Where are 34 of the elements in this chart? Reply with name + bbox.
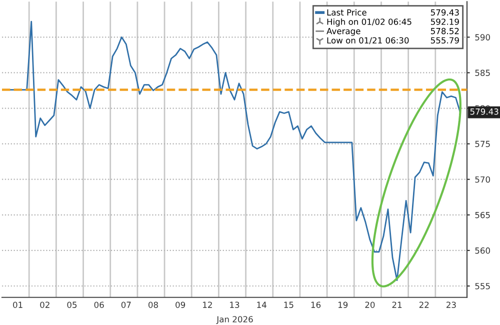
x-tick-label: 23	[446, 302, 456, 308]
legend-label: Last Price	[327, 9, 366, 16]
y-tick-label: 570	[475, 176, 490, 183]
annotation: 579.43	[430, 9, 459, 16]
annotation: High on 01/02 06:45	[327, 18, 412, 27]
y-tick-label: 555	[475, 283, 490, 290]
x-tick-label: 14	[257, 302, 266, 308]
text: Jan 2026	[216, 316, 253, 324]
x-tick-label: 07	[121, 302, 131, 308]
y-tick-label: 565	[475, 212, 490, 218]
y-tick-label: 585	[475, 70, 490, 76]
x-tick-label: 01	[13, 302, 22, 308]
x-tick-label: 09	[176, 302, 186, 308]
x-tick-label: 15	[284, 302, 294, 308]
annotation: Average	[326, 28, 360, 36]
x-tick-label: 16	[311, 302, 321, 308]
annotation: 578.52	[430, 28, 459, 34]
y-tick-label: 575	[475, 140, 490, 148]
annotation: 555.79	[430, 37, 459, 44]
x-tick-label: 20	[365, 302, 375, 308]
x-tick-label: 02	[40, 302, 50, 308]
annotation: 592.19	[430, 18, 459, 25]
annotation: 579.43	[470, 108, 498, 115]
x-tick-label: 05	[67, 302, 77, 308]
x-tick-label: 08	[148, 302, 158, 308]
y-tick-label: 560	[475, 247, 490, 254]
x-tick-label: 06	[94, 302, 104, 308]
x-tick-label: 12	[203, 302, 212, 308]
x-tick-label: 13	[230, 302, 240, 308]
x-tick-label: 19	[338, 302, 348, 308]
y-tick-label: 590	[475, 34, 490, 40]
x-tick-label: 21	[392, 302, 402, 308]
x-tick-label: 22	[419, 302, 429, 308]
annotation: Low on 01/21 06:30	[327, 37, 409, 44]
